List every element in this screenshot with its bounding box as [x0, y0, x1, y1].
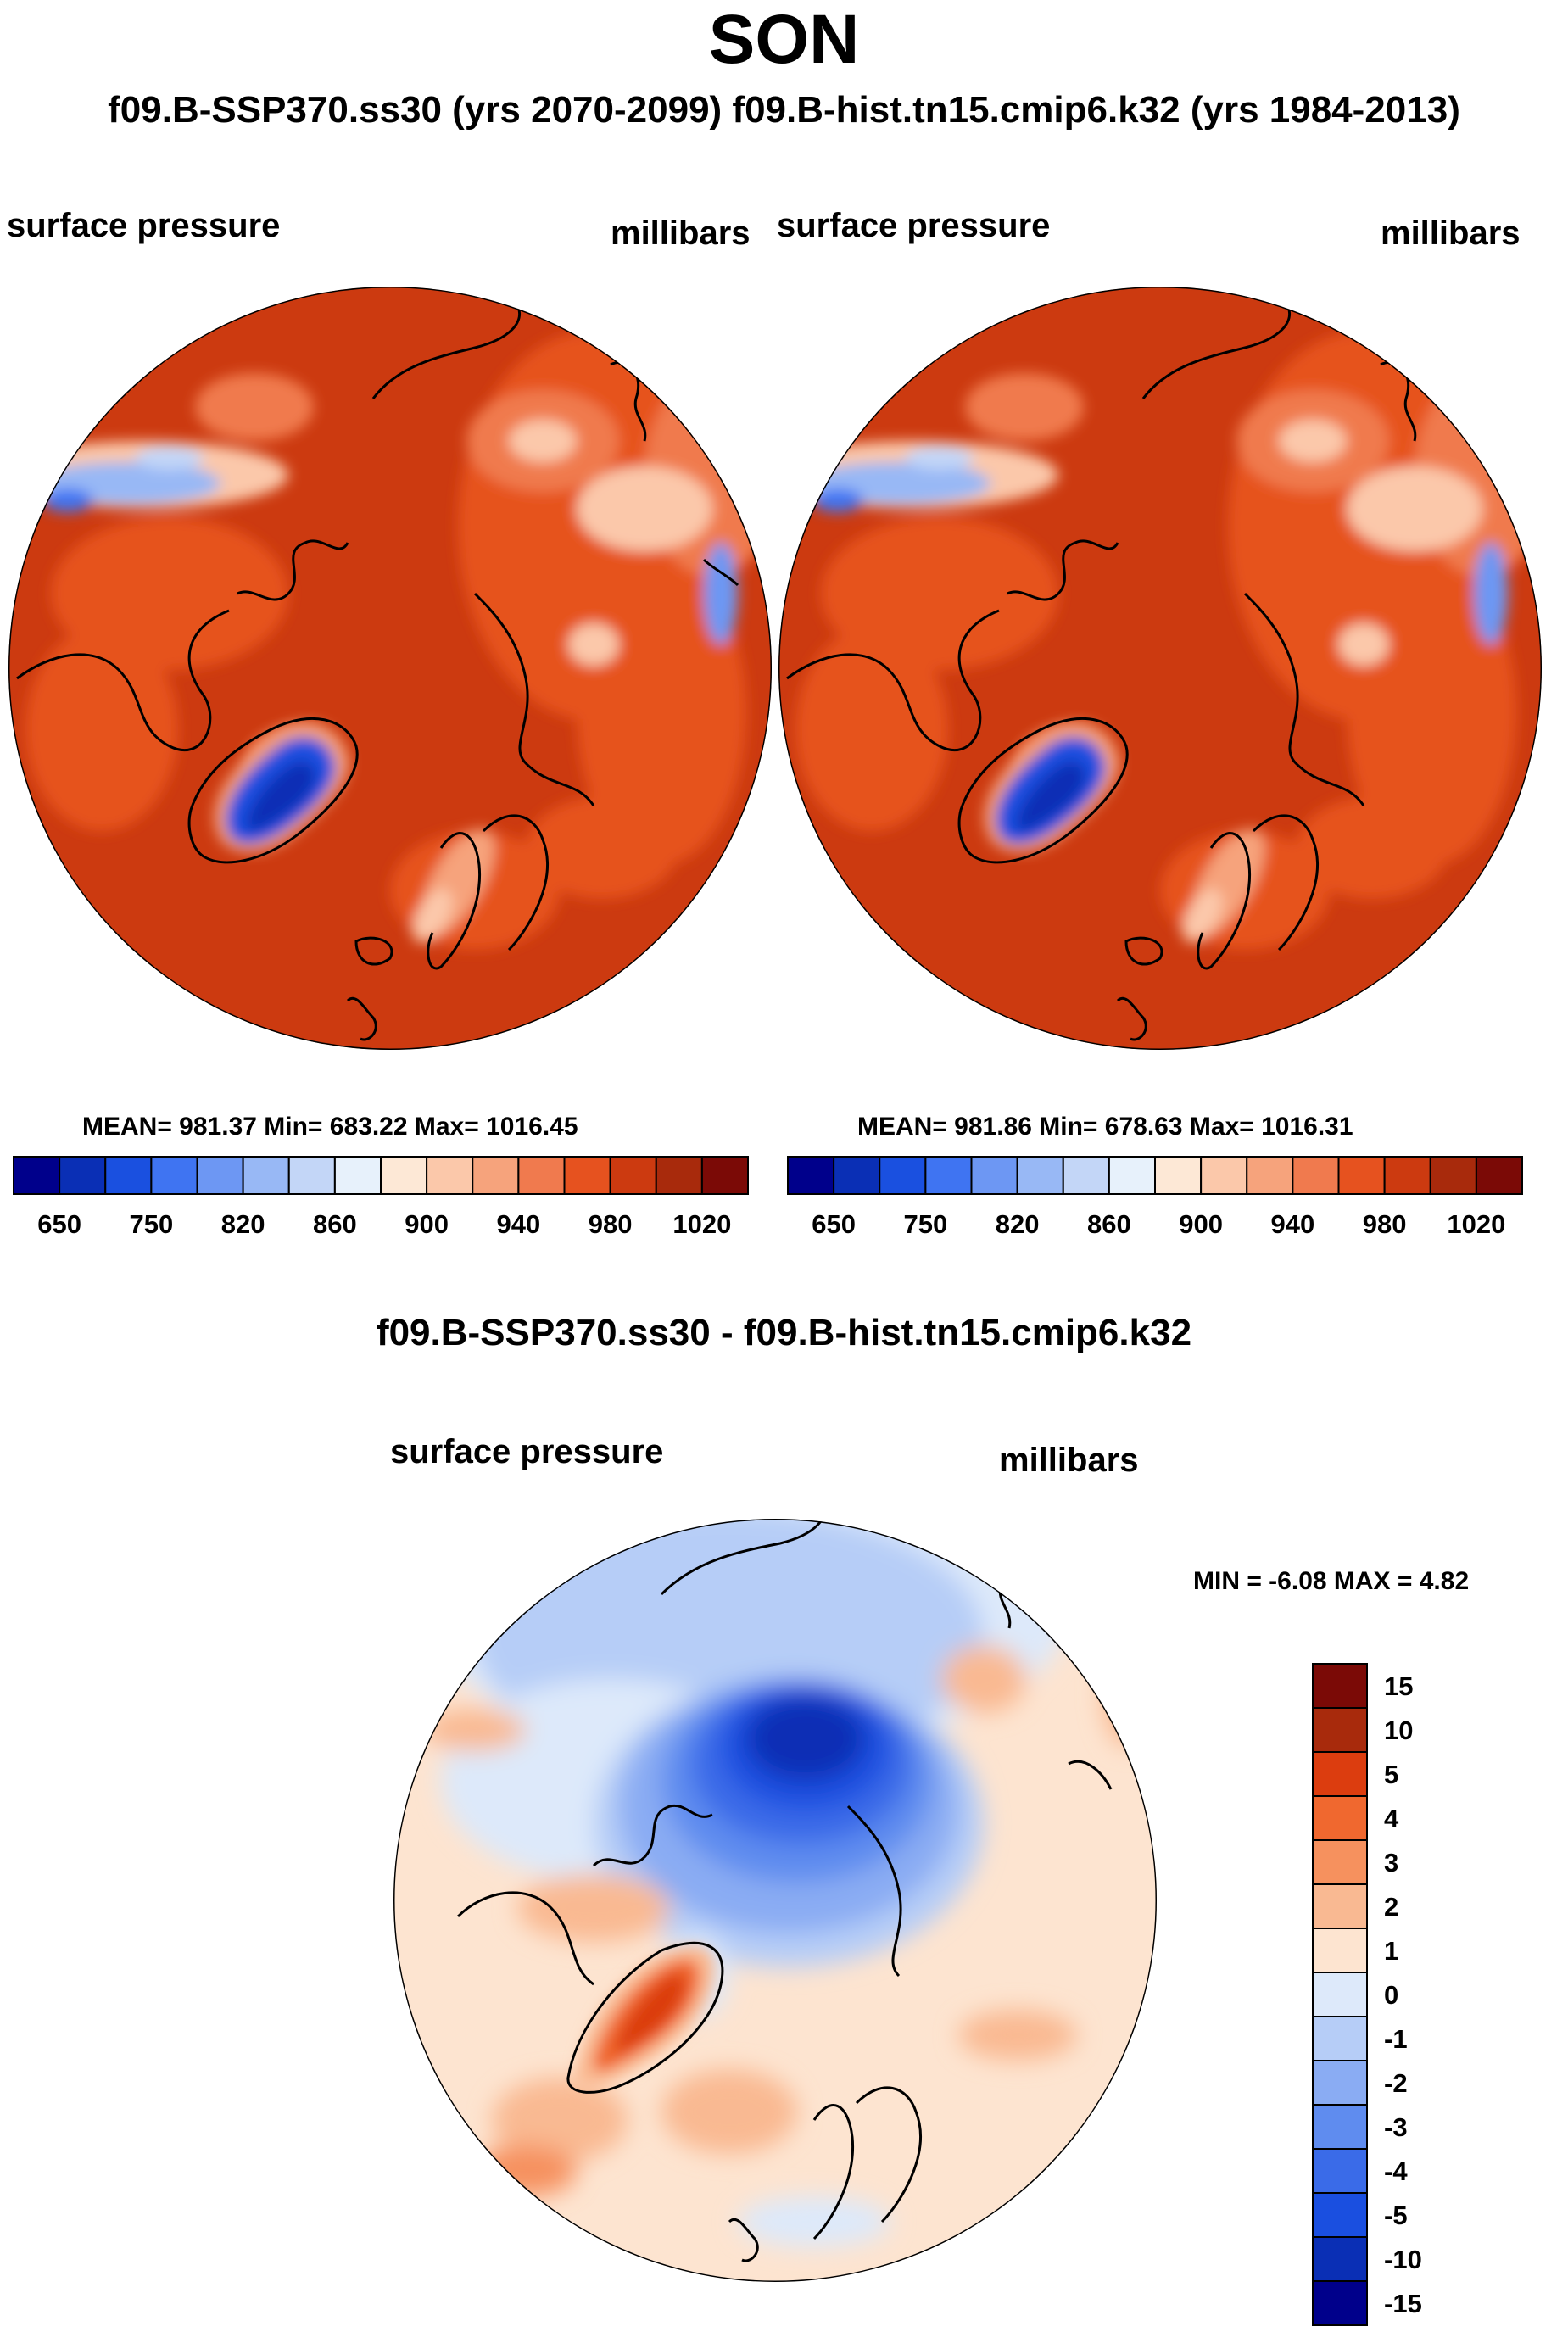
- colorbar-swatch: [1475, 1156, 1523, 1195]
- colorbar-tick-label: 3: [1384, 1848, 1398, 1877]
- right-stats: MEAN= 981.86 Min= 678.63 Max= 1016.31: [857, 1113, 1353, 1141]
- colorbar-tick-label: 980: [1363, 1209, 1407, 1239]
- left-map: [8, 287, 1542, 2282]
- left-colorbar: 650 750 820 860 900 940 980 1020: [13, 1156, 749, 1239]
- colorbar-tick-label: 4: [1384, 1804, 1399, 1833]
- colorbar-swatch: [59, 1156, 107, 1195]
- colorbar-tick-label: 5: [1384, 1760, 1398, 1789]
- colorbar-swatch: [1312, 1839, 1368, 1885]
- colorbar-swatch: [150, 1156, 198, 1195]
- colorbar-tick-label: -2: [1384, 2068, 1408, 2098]
- colorbar-swatch: [1246, 1156, 1294, 1195]
- colorbar-swatch: [1429, 1156, 1477, 1195]
- colorbar-swatch: [1062, 1156, 1110, 1195]
- left-units-label: millibars: [611, 215, 751, 252]
- colorbar-swatch: [1312, 1663, 1368, 1709]
- colorbar-swatch: [563, 1156, 611, 1195]
- colorbar-swatch: [287, 1156, 336, 1195]
- colorbar-swatch: [242, 1156, 290, 1195]
- colorbar-swatch: [1312, 2148, 1368, 2194]
- colorbar-tick-label: 650: [812, 1209, 856, 1239]
- colorbar-swatch: [517, 1156, 566, 1195]
- colorbar-tick-label: -10: [1384, 2245, 1422, 2274]
- diff-variable-label: surface pressure: [390, 1433, 664, 1470]
- subtitle: f09.B-SSP370.ss30 (yrs 2070-2099) f09.B-…: [108, 89, 1460, 131]
- colorbar-tick-label: 860: [313, 1209, 357, 1239]
- main-title: SON: [708, 1, 860, 78]
- right-colorbar: 650 750 820 860 900 940 980 1020: [787, 1156, 1523, 1239]
- colorbar-swatch: [1337, 1156, 1386, 1195]
- colorbar-tick-label: 750: [130, 1209, 174, 1239]
- colorbar-swatch: [104, 1156, 153, 1195]
- colorbar-swatch: [1312, 1707, 1368, 1753]
- difference-title: f09.B-SSP370.ss30 - f09.B-hist.tn15.cmip…: [376, 1312, 1192, 1353]
- colorbar-swatch: [426, 1156, 474, 1195]
- colorbar-tick-label: -5: [1384, 2201, 1408, 2230]
- colorbar-swatch: [333, 1156, 382, 1195]
- colorbar-swatch: [879, 1156, 927, 1195]
- colorbar-swatch: [1312, 1883, 1368, 1929]
- colorbar-swatch: [1016, 1156, 1064, 1195]
- diff-units-label: millibars: [999, 1442, 1139, 1479]
- colorbar-tick-label: 940: [497, 1209, 541, 1239]
- colorbar-swatch: [1312, 1972, 1368, 2017]
- colorbar-tick-label: 750: [904, 1209, 948, 1239]
- right-units-label: millibars: [1381, 215, 1521, 252]
- left-stats: MEAN= 981.37 Min= 683.22 Max= 1016.45: [82, 1113, 578, 1141]
- colorbar-swatch: [1312, 2192, 1368, 2238]
- colorbar-swatch: [1383, 1156, 1431, 1195]
- colorbar-tick-label: 820: [221, 1209, 265, 1239]
- colorbar-tick-label: 860: [1087, 1209, 1131, 1239]
- colorbar-swatch: [13, 1156, 61, 1195]
- colorbar-tick-label: 1020: [672, 1209, 731, 1239]
- colorbar-tick-label: 1020: [1447, 1209, 1505, 1239]
- left-map-field: [8, 287, 772, 1050]
- colorbar-swatch: [1312, 2280, 1368, 2326]
- colorbar-swatch: [1108, 1156, 1156, 1195]
- colorbar-swatch: [380, 1156, 428, 1195]
- colorbar-swatch: [1312, 2236, 1368, 2282]
- colorbar-tick-label: 2: [1384, 1892, 1398, 1922]
- colorbar-swatch: [1154, 1156, 1203, 1195]
- colorbar-swatch: [924, 1156, 973, 1195]
- right-map-field: [778, 287, 1542, 1050]
- colorbar-swatch: [1312, 1751, 1368, 1797]
- colorbar-tick-label: -15: [1384, 2289, 1422, 2318]
- colorbar-swatch: [1312, 2104, 1368, 2150]
- colorbar-tick-label: 15: [1384, 1671, 1413, 1701]
- colorbar-swatch: [833, 1156, 881, 1195]
- colorbar-tick-label: -1: [1384, 2024, 1408, 2054]
- colorbar-tick-label: 1: [1384, 1936, 1398, 1966]
- colorbar-swatch: [472, 1156, 520, 1195]
- colorbar-tick-label: 820: [996, 1209, 1040, 1239]
- colorbar-swatch: [1312, 1928, 1368, 1973]
- colorbar-swatch: [1200, 1156, 1248, 1195]
- right-variable-label: surface pressure: [777, 207, 1051, 244]
- colorbar-swatch: [609, 1156, 657, 1195]
- left-variable-label: surface pressure: [7, 207, 281, 244]
- colorbar-tick-label: 980: [589, 1209, 633, 1239]
- colorbar-tick-label: -4: [1384, 2156, 1408, 2186]
- colorbar-swatch: [970, 1156, 1018, 1195]
- colorbar-tick-label: -3: [1384, 2112, 1408, 2142]
- diff-stats: MIN = -6.08 MAX = 4.82: [1193, 1567, 1470, 1595]
- colorbar-swatch: [787, 1156, 835, 1195]
- colorbar-tick-label: 900: [405, 1209, 449, 1239]
- colorbar-tick-label: 0: [1384, 1980, 1398, 2010]
- colorbar-swatch: [196, 1156, 244, 1195]
- colorbar-swatch: [700, 1156, 749, 1195]
- colorbar-swatch: [1312, 1795, 1368, 1841]
- colorbar-tick-label: 650: [37, 1209, 81, 1239]
- colorbar-tick-label: 900: [1179, 1209, 1223, 1239]
- colorbar-swatch: [1292, 1156, 1340, 1195]
- colorbar-swatch: [1312, 2060, 1368, 2106]
- colorbar-tick-label: 10: [1384, 1716, 1413, 1745]
- colorbar-swatch: [1312, 2016, 1368, 2061]
- difference-map-field: [393, 1519, 1157, 2282]
- colorbar-swatch: [655, 1156, 703, 1195]
- colorbar-tick-label: 940: [1271, 1209, 1315, 1239]
